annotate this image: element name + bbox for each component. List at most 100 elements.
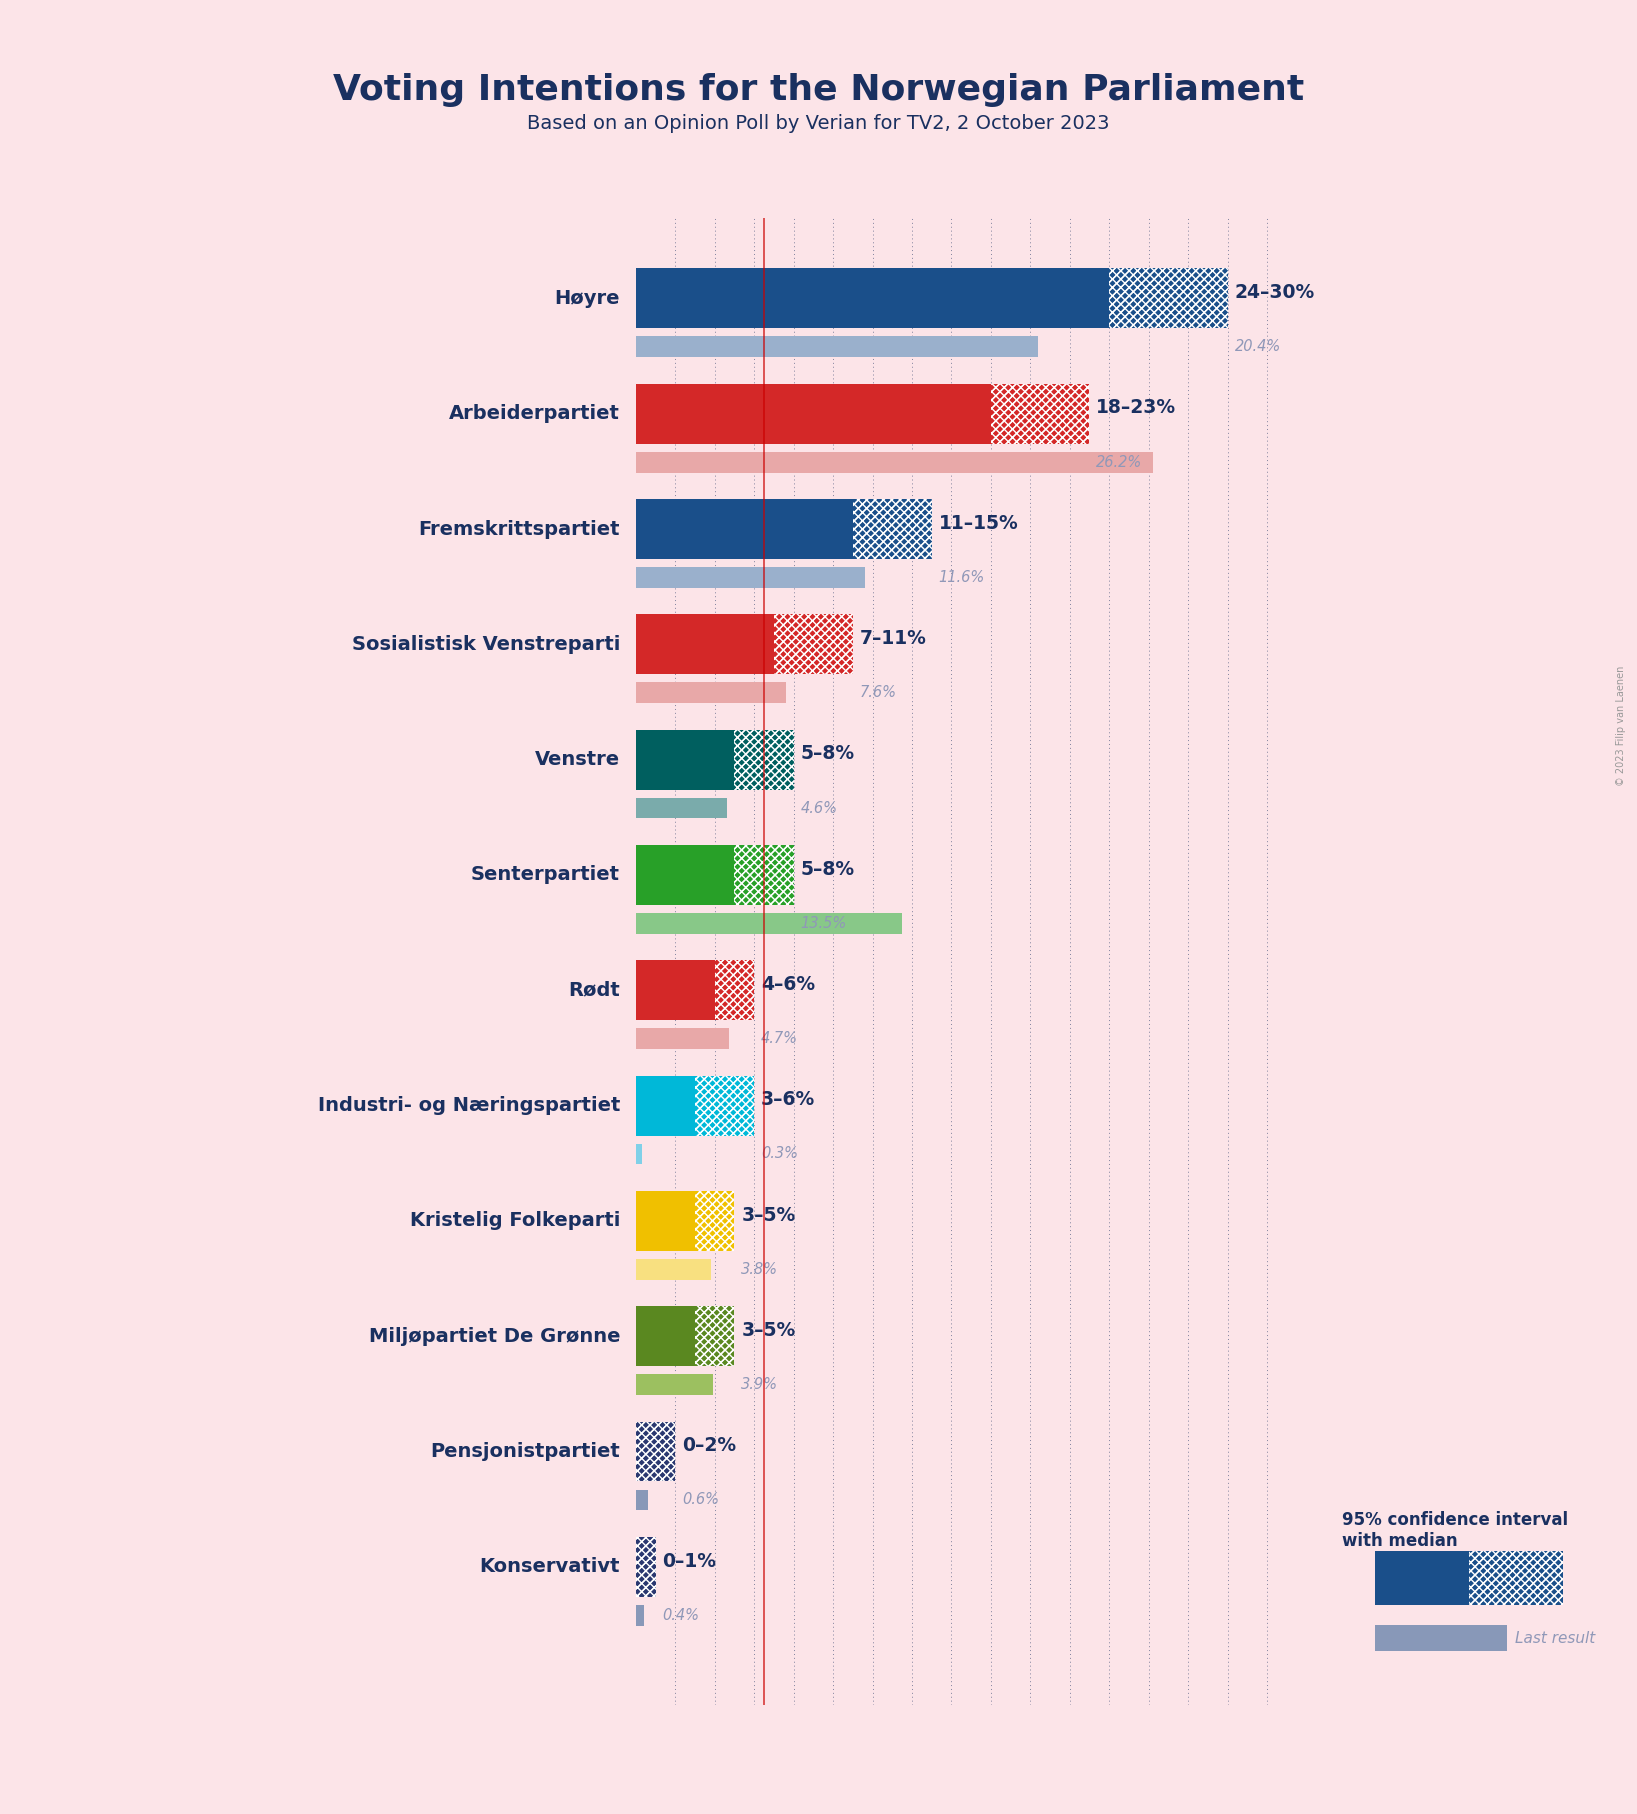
Bar [635, 798, 727, 818]
Text: 4.7%: 4.7% [761, 1030, 799, 1047]
Bar [635, 1143, 642, 1165]
Bar [696, 1190, 735, 1252]
Bar [635, 1375, 712, 1395]
Text: 4.6%: 4.6% [800, 800, 838, 816]
Text: Rødt: Rødt [568, 981, 620, 1000]
Text: 11.6%: 11.6% [938, 570, 985, 584]
Bar [635, 499, 853, 559]
Bar [696, 1190, 735, 1252]
Text: Konservativt: Konservativt [480, 1556, 620, 1576]
Bar [1110, 268, 1228, 328]
Bar [774, 615, 853, 675]
Bar [635, 1259, 710, 1279]
Bar [1470, 1551, 1563, 1605]
Text: Sosialistisk Venstreparti: Sosialistisk Venstreparti [352, 635, 620, 653]
Bar [1470, 1551, 1563, 1605]
Text: 0.6%: 0.6% [683, 1493, 719, 1507]
Bar [1470, 1551, 1563, 1605]
Bar [635, 1536, 655, 1596]
Bar [635, 845, 735, 905]
Text: Høyre: Høyre [555, 288, 620, 308]
Bar [635, 1536, 655, 1596]
Bar [735, 729, 794, 789]
Text: Venstre: Venstre [535, 751, 620, 769]
Text: 20.4%: 20.4% [1234, 339, 1280, 354]
Bar [990, 385, 1090, 444]
Text: 7–11%: 7–11% [859, 629, 927, 648]
Bar [735, 729, 794, 789]
Bar [774, 615, 853, 675]
Text: Industri- og Næringspartiet: Industri- og Næringspartiet [318, 1096, 620, 1116]
Bar [635, 1076, 696, 1136]
Bar [696, 1306, 735, 1366]
Bar [696, 1306, 735, 1366]
Bar [735, 845, 794, 905]
Bar [635, 568, 864, 588]
Bar [635, 1422, 676, 1482]
Bar [635, 268, 1110, 328]
Text: Kristelig Folkeparti: Kristelig Folkeparti [409, 1212, 620, 1230]
Text: 24–30%: 24–30% [1234, 283, 1315, 303]
Text: Last result: Last result [1516, 1631, 1596, 1645]
Bar [696, 1076, 755, 1136]
Text: 7.6%: 7.6% [859, 686, 897, 700]
Bar [1375, 1551, 1470, 1605]
Text: 3–6%: 3–6% [761, 1090, 815, 1110]
Text: 18–23%: 18–23% [1097, 399, 1177, 417]
Text: 13.5%: 13.5% [800, 916, 846, 931]
Text: © 2023 Filip van Laenen: © 2023 Filip van Laenen [1616, 666, 1626, 785]
Text: Based on an Opinion Poll by Verian for TV2, 2 October 2023: Based on an Opinion Poll by Verian for T… [527, 114, 1110, 132]
Bar [635, 960, 715, 1019]
Text: 11–15%: 11–15% [938, 513, 1018, 533]
Text: Fremskrittspartiet: Fremskrittspartiet [419, 519, 620, 539]
Bar [735, 845, 794, 905]
Text: 5–8%: 5–8% [800, 744, 855, 764]
Bar [715, 960, 755, 1019]
Bar [990, 385, 1090, 444]
Bar [715, 960, 755, 1019]
Bar [853, 499, 931, 559]
Bar [635, 1306, 696, 1366]
Text: 3.9%: 3.9% [742, 1377, 778, 1391]
Text: 26.2%: 26.2% [1097, 455, 1143, 470]
Text: Voting Intentions for the Norwegian Parliament: Voting Intentions for the Norwegian Parl… [332, 73, 1305, 107]
Bar [853, 499, 931, 559]
Text: Pensjonistpartiet: Pensjonistpartiet [431, 1442, 620, 1460]
Bar [635, 1422, 676, 1482]
Bar [635, 1605, 643, 1625]
Bar [635, 1536, 655, 1596]
Text: 3–5%: 3–5% [742, 1206, 796, 1224]
Bar [696, 1306, 735, 1366]
Text: 0–1%: 0–1% [663, 1551, 717, 1571]
Bar [696, 1076, 755, 1136]
Text: 0–2%: 0–2% [683, 1437, 737, 1455]
Bar [635, 615, 774, 675]
Text: Arbeiderpartiet: Arbeiderpartiet [449, 405, 620, 423]
Bar [635, 1422, 676, 1482]
Bar [635, 682, 786, 704]
Text: 4–6%: 4–6% [761, 974, 815, 994]
Text: 5–8%: 5–8% [800, 860, 855, 878]
Bar [696, 1076, 755, 1136]
Bar [735, 845, 794, 905]
Text: 3.8%: 3.8% [742, 1263, 778, 1277]
Bar [635, 452, 1152, 472]
Bar [1110, 268, 1228, 328]
Bar [1110, 268, 1228, 328]
Bar [715, 960, 755, 1019]
Bar [635, 385, 990, 444]
Bar [696, 1190, 735, 1252]
Text: 0.4%: 0.4% [663, 1607, 699, 1624]
Bar [990, 385, 1090, 444]
Text: Senterpartiet: Senterpartiet [471, 865, 620, 885]
Bar [635, 336, 1038, 357]
Bar [774, 615, 853, 675]
Bar [635, 912, 902, 934]
Text: Miljøpartiet De Grønne: Miljøpartiet De Grønne [368, 1326, 620, 1346]
Bar [635, 1029, 728, 1048]
Text: 3–5%: 3–5% [742, 1321, 796, 1341]
Text: 95% confidence interval
with median: 95% confidence interval with median [1342, 1511, 1568, 1549]
Bar [853, 499, 931, 559]
Bar [735, 729, 794, 789]
Bar [635, 729, 735, 789]
